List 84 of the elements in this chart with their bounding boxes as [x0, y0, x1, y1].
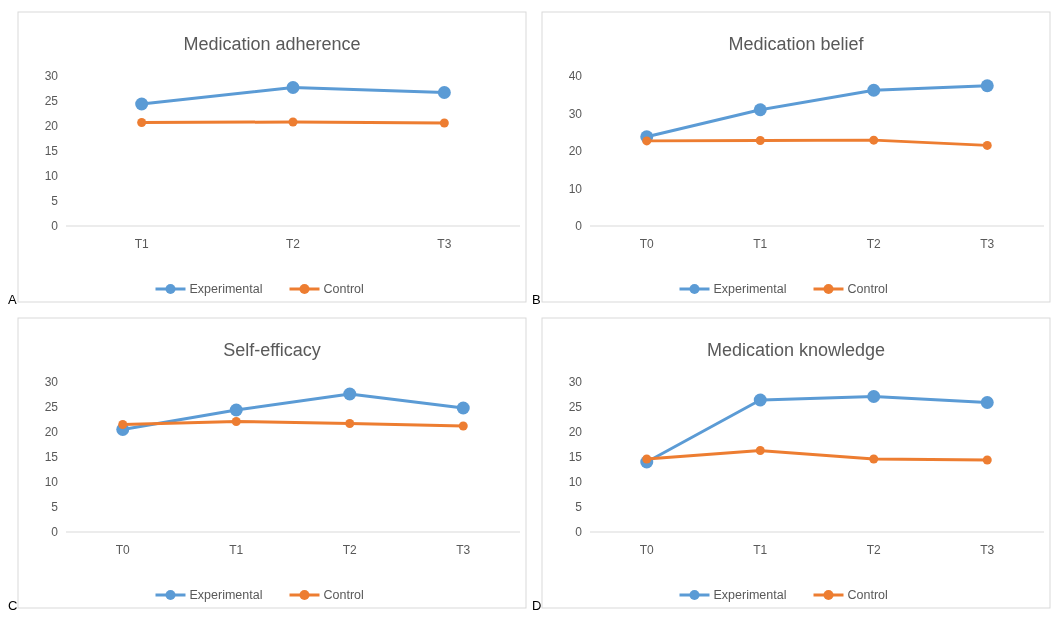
- point: [980, 396, 994, 409]
- point: [345, 419, 355, 428]
- x-tick-label: T1: [229, 543, 244, 557]
- chart-title: Medication adherence: [183, 34, 361, 54]
- text: C: [8, 598, 18, 613]
- text: A: [8, 292, 17, 307]
- x-tick-label: T1: [134, 237, 149, 251]
- y-tick-label: 20: [568, 425, 583, 440]
- legend-label: Control: [847, 588, 888, 603]
- y-tick-label: 5: [51, 500, 59, 515]
- point: [456, 401, 470, 415]
- x-tick-label: T0: [639, 543, 655, 557]
- x-tick-label: T2: [342, 543, 358, 557]
- y-tick-label: 10: [568, 181, 583, 196]
- point: [135, 97, 149, 111]
- x-tick-label: T2: [285, 237, 301, 251]
- point: [980, 79, 994, 93]
- point: [642, 136, 652, 146]
- point: [439, 118, 449, 128]
- text: D: [532, 598, 542, 613]
- point: [755, 446, 765, 455]
- y-tick-label: 20: [44, 425, 59, 440]
- point: [286, 81, 300, 94]
- point: [869, 135, 879, 145]
- y-tick-label: 30: [568, 375, 583, 390]
- x-tick-label: T0: [115, 543, 131, 557]
- y-tick-label: 40: [568, 69, 583, 84]
- text: B: [532, 292, 541, 307]
- y-tick-label: 20: [568, 144, 583, 159]
- y-tick-label: 30: [568, 106, 583, 121]
- x-tick-label: T0: [639, 237, 655, 251]
- x-tick-label: T1: [753, 543, 768, 557]
- y-tick-label: 25: [44, 94, 59, 109]
- point: [753, 393, 767, 407]
- point: [118, 420, 128, 429]
- y-tick-label: 5: [575, 500, 583, 515]
- legend-label: Experimental: [189, 282, 263, 297]
- y-tick-label: 15: [44, 144, 59, 159]
- point: [458, 421, 468, 431]
- point: [867, 83, 881, 97]
- y-tick-label: 0: [575, 219, 583, 234]
- point: [867, 390, 881, 403]
- y-tick-label: 30: [44, 375, 59, 390]
- legend-label: Control: [847, 282, 888, 297]
- point: [231, 417, 241, 426]
- x-tick-label: T1: [753, 237, 768, 251]
- legend-label: Control: [323, 282, 364, 297]
- point: [229, 403, 243, 417]
- x-tick-label: T3: [437, 237, 452, 251]
- legend-label: Experimental: [713, 588, 787, 603]
- point: [437, 86, 451, 99]
- point: [982, 455, 992, 465]
- point: [982, 140, 992, 150]
- x-tick-label: T2: [866, 237, 882, 251]
- point: [642, 454, 652, 464]
- chart-title: Medication knowledge: [706, 340, 886, 360]
- chart-title: Medication belief: [728, 34, 865, 54]
- legend-label: Experimental: [189, 588, 263, 603]
- point: [343, 387, 357, 401]
- point: [137, 118, 147, 127]
- point: [869, 454, 879, 464]
- y-tick-label: 10: [44, 169, 59, 184]
- point: [753, 103, 767, 117]
- x-tick-label: T2: [866, 543, 882, 557]
- y-tick-label: 0: [575, 525, 583, 540]
- y-tick-label: 15: [568, 450, 583, 465]
- x-tick-label: T3: [980, 237, 995, 251]
- y-tick-label: 10: [568, 475, 583, 490]
- y-tick-label: 5: [51, 194, 59, 209]
- x-tick-label: T3: [980, 543, 995, 557]
- y-tick-label: 25: [44, 400, 59, 415]
- y-tick-label: 25: [568, 400, 583, 415]
- y-tick-label: 30: [44, 69, 59, 84]
- point: [288, 117, 298, 127]
- y-tick-label: 0: [51, 219, 59, 234]
- y-tick-label: 0: [51, 525, 59, 540]
- y-tick-label: 20: [44, 119, 59, 134]
- x-tick-label: T3: [456, 543, 471, 557]
- legend-label: Experimental: [713, 282, 787, 297]
- chart-title: Self-efficacy: [223, 340, 321, 360]
- legend-label: Control: [323, 588, 364, 603]
- point: [755, 136, 765, 145]
- y-tick-label: 15: [44, 450, 59, 465]
- y-tick-label: 10: [44, 475, 59, 490]
